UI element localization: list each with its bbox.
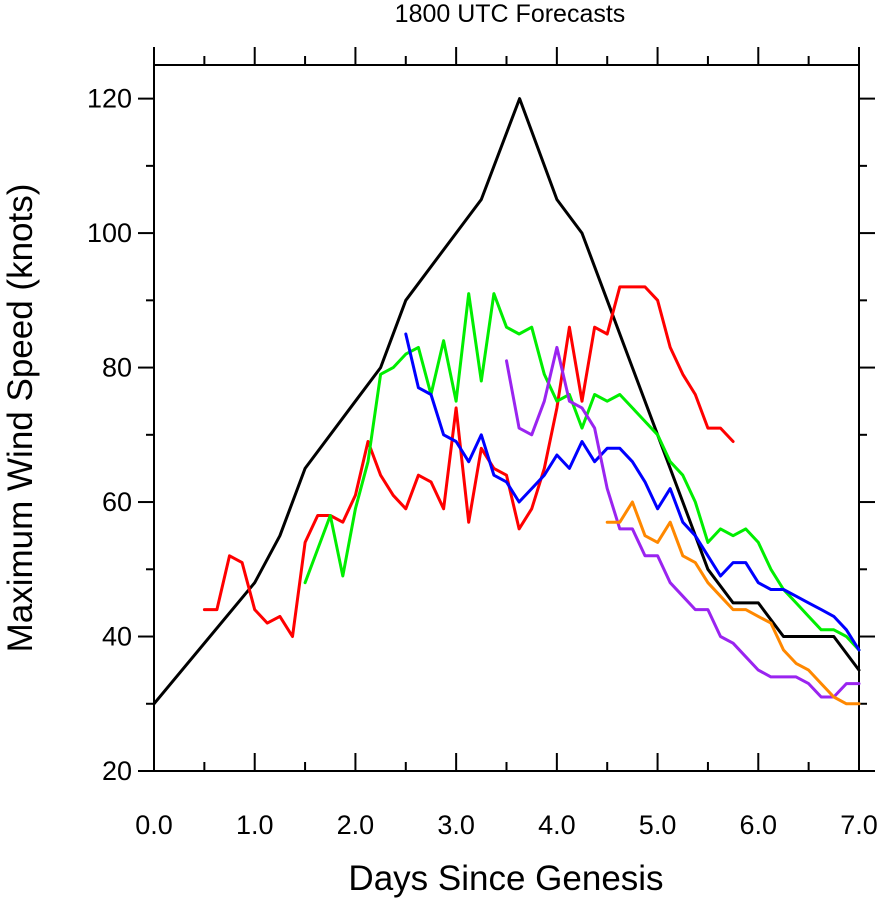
series-line-5 bbox=[505, 345, 861, 699]
series-line-4 bbox=[404, 332, 861, 652]
x-axis-label: Days Since Genesis bbox=[348, 859, 663, 898]
series-line-1 bbox=[152, 97, 861, 706]
y-tick-label: 60 bbox=[102, 487, 132, 517]
y-tick-label: 100 bbox=[87, 218, 132, 248]
axis-ticks bbox=[138, 47, 875, 772]
y-tick-label: 80 bbox=[102, 353, 132, 383]
chart-title: 1800 UTC Forecasts bbox=[395, 0, 626, 28]
y-tick-label: 120 bbox=[87, 84, 132, 114]
x-tick-label: 0.0 bbox=[135, 810, 173, 840]
y-tick-label: 40 bbox=[102, 622, 132, 652]
x-tick-label: 4.0 bbox=[538, 810, 576, 840]
x-tick-label: 6.0 bbox=[740, 810, 778, 840]
series-lines bbox=[152, 97, 861, 706]
series-line-6 bbox=[605, 500, 861, 706]
x-tick-labels: 0.0 1.0 2.0 3.0 4.0 5.0 6.0 7.0 bbox=[135, 810, 878, 840]
y-tick-label: 20 bbox=[102, 756, 132, 786]
x-tick-label: 1.0 bbox=[236, 810, 274, 840]
y-axis-label: Maximum Wind Speed (knots) bbox=[1, 184, 40, 653]
x-tick-label: 3.0 bbox=[437, 810, 475, 840]
series-line-2 bbox=[202, 285, 735, 638]
x-tick-label: 7.0 bbox=[840, 810, 878, 840]
series-line-3 bbox=[303, 292, 861, 652]
x-tick-label: 5.0 bbox=[639, 810, 677, 840]
y-tick-labels: 20 40 60 80 100 120 bbox=[87, 84, 132, 786]
x-tick-label: 2.0 bbox=[337, 810, 375, 840]
